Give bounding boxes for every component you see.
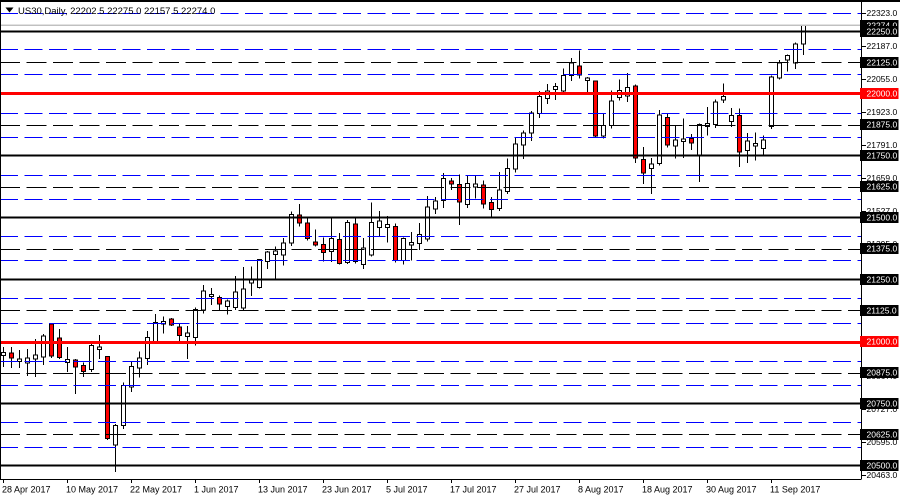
svg-text:10 May 2017: 10 May 2017 <box>66 485 118 495</box>
svg-text:1 Jun 2017: 1 Jun 2017 <box>194 485 239 495</box>
svg-text:21659.0: 21659.0 <box>867 173 898 183</box>
svg-text:21923.0: 21923.0 <box>867 107 898 117</box>
svg-text:30 Aug 2017: 30 Aug 2017 <box>706 485 757 495</box>
svg-text:20750.0: 20750.0 <box>867 399 898 409</box>
svg-text:22 May 2017: 22 May 2017 <box>130 485 182 495</box>
svg-text:23 Jun 2017: 23 Jun 2017 <box>322 485 372 495</box>
svg-text:21500.0: 21500.0 <box>867 213 898 223</box>
svg-text:17 Jul 2017: 17 Jul 2017 <box>450 485 497 495</box>
svg-text:27 Jul 2017: 27 Jul 2017 <box>514 485 561 495</box>
svg-text:US30,Daily, 22202.5 22275.0 22: US30,Daily, 22202.5 22275.0 22157.5 2227… <box>18 6 215 17</box>
svg-text:21527.0: 21527.0 <box>867 206 898 216</box>
svg-text:22250.0: 22250.0 <box>867 27 898 37</box>
svg-text:21125.0: 21125.0 <box>867 306 897 316</box>
svg-text:20463.0: 20463.0 <box>867 470 898 480</box>
svg-text:21791.0: 21791.0 <box>867 140 898 150</box>
svg-text:22055.0: 22055.0 <box>867 74 898 84</box>
svg-text:11 Sep 2017: 11 Sep 2017 <box>770 485 820 495</box>
svg-text:18 Aug 2017: 18 Aug 2017 <box>642 485 693 495</box>
svg-text:20727.0: 20727.0 <box>867 404 898 414</box>
svg-text:21375.0: 21375.0 <box>867 244 898 254</box>
svg-text:22323.0: 22323.0 <box>867 8 898 18</box>
svg-text:21250.0: 21250.0 <box>867 275 898 285</box>
svg-text:22125.0: 22125.0 <box>867 58 898 68</box>
svg-text:22000.0: 22000.0 <box>867 89 898 99</box>
svg-text:21625.0: 21625.0 <box>867 182 898 192</box>
svg-text:22274.0: 22274.0 <box>867 21 898 31</box>
svg-text:22187.0: 22187.0 <box>867 41 898 51</box>
svg-text:5 Jul 2017: 5 Jul 2017 <box>386 485 428 495</box>
svg-text:21000.0: 21000.0 <box>867 337 898 347</box>
svg-text:13 Jun 2017: 13 Jun 2017 <box>258 485 308 495</box>
svg-text:28 Apr 2017: 28 Apr 2017 <box>2 485 51 495</box>
svg-text:21750.0: 21750.0 <box>867 151 898 161</box>
svg-text:20875.0: 20875.0 <box>867 368 898 378</box>
svg-text:8 Aug 2017: 8 Aug 2017 <box>578 485 624 495</box>
svg-text:21875.0: 21875.0 <box>867 120 898 130</box>
svg-text:20625.0: 20625.0 <box>867 430 898 440</box>
svg-text:20595.0: 20595.0 <box>867 437 898 447</box>
svg-text:20500.0: 20500.0 <box>867 461 898 471</box>
